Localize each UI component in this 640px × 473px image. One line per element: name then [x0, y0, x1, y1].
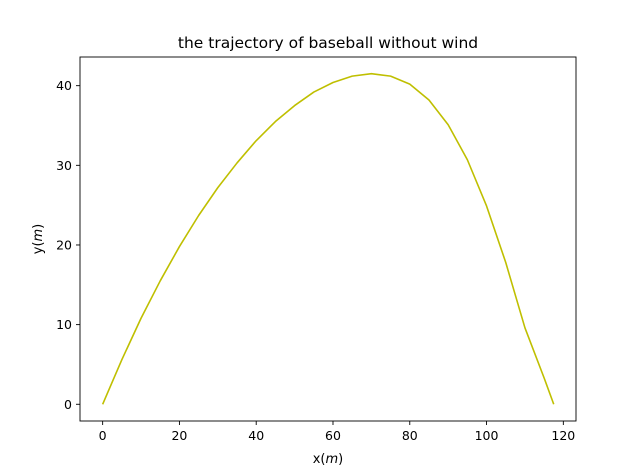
x-tick-label: 120: [551, 428, 575, 443]
y-tick-label: 10: [56, 317, 72, 332]
x-tick-label: 80: [402, 428, 418, 443]
plot-frame: [79, 56, 577, 422]
y-tick-label: 20: [56, 237, 72, 252]
plot-area: [101, 72, 555, 405]
x-tick-label: 0: [99, 428, 107, 443]
x-tick-label: 100: [475, 428, 499, 443]
x-tick-label: 20: [171, 428, 187, 443]
y-tick-label: 0: [64, 397, 72, 412]
x-tick-label: 60: [325, 428, 341, 443]
chart-title: the trajectory of baseball without wind: [178, 34, 478, 52]
y-tick-label: 40: [56, 78, 72, 93]
axes: 0 20 40 60 80 100 120 0 10 20 30 40: [56, 56, 577, 443]
x-tick-label: 40: [248, 428, 264, 443]
x-axis-label: x(m): [313, 452, 344, 467]
y-tick-label: 30: [56, 158, 72, 173]
series-line-0: [101, 72, 555, 405]
y-axis-label: y(m): [31, 224, 46, 255]
